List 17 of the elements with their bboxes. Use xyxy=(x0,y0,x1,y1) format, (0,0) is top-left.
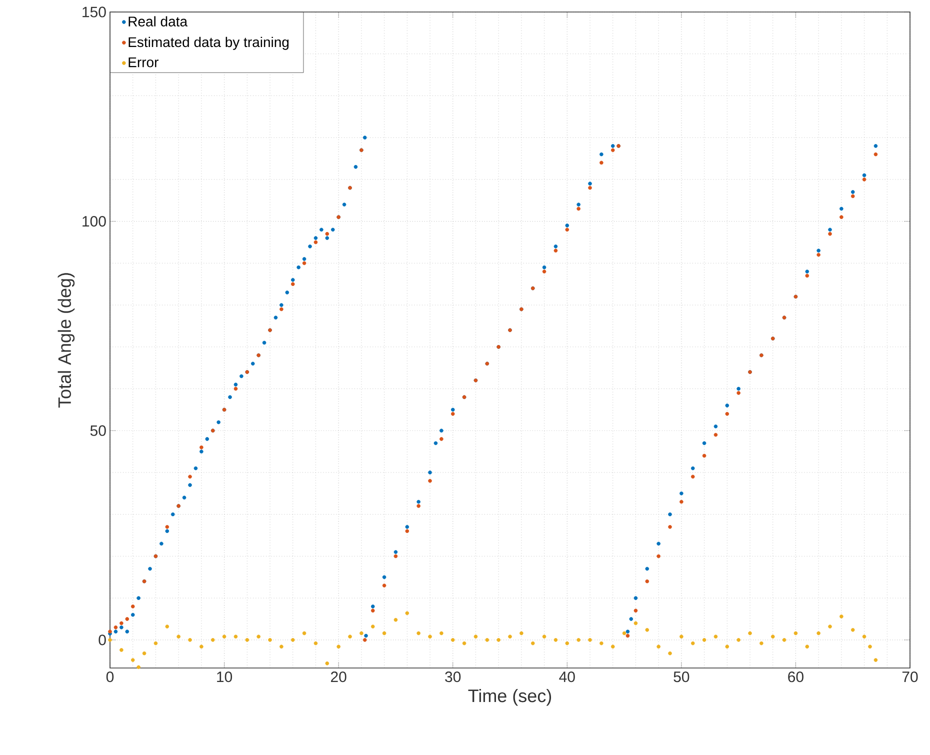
y-tick-label: 50 xyxy=(90,425,106,436)
legend-label: Estimated data by training xyxy=(128,36,289,50)
x-tick-label: 0 xyxy=(106,672,114,682)
legend-label: Real data xyxy=(128,16,188,26)
x-tick-label: 20 xyxy=(330,672,346,682)
y-tick-label: 0 xyxy=(98,634,106,646)
y-tick-label: 100 xyxy=(82,216,106,227)
legend-label: Error xyxy=(128,57,158,68)
y-tick-label: 150 xyxy=(82,6,106,18)
x-axis-title: Time (sec) xyxy=(468,689,552,706)
x-tick-label: 30 xyxy=(445,672,461,682)
x-tick-label: 70 xyxy=(902,672,918,682)
x-tick-label: 60 xyxy=(788,672,804,682)
x-tick-label: 40 xyxy=(559,672,575,682)
y-axis-title: Total Angle (deg) xyxy=(58,273,75,408)
x-tick-label: 50 xyxy=(674,672,690,682)
x-tick-label: 10 xyxy=(217,672,232,682)
